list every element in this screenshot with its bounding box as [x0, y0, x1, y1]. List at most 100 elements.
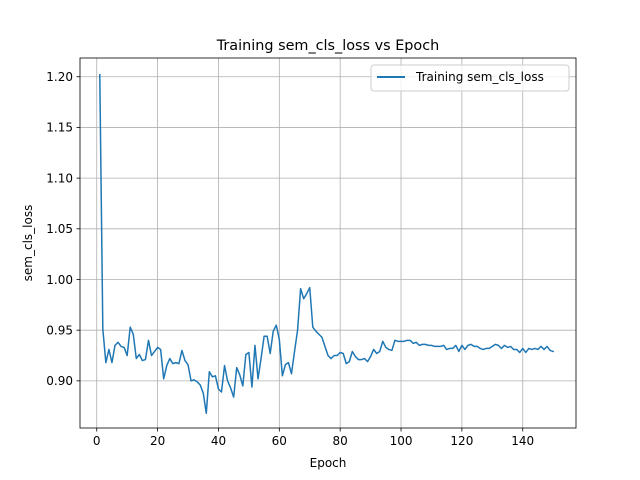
data-point: [315, 331, 316, 332]
data-point: [209, 371, 210, 372]
data-point: [376, 353, 377, 354]
data-point: [522, 348, 523, 349]
data-point: [546, 346, 547, 347]
data-point: [516, 349, 517, 350]
data-point: [373, 349, 374, 350]
data-point: [270, 353, 271, 354]
data-point: [254, 345, 255, 346]
data-point: [361, 359, 362, 360]
y-tick-label: 1.15: [46, 121, 73, 135]
data-point: [385, 347, 386, 348]
legend: Training sem_cls_loss: [370, 64, 570, 92]
data-point: [230, 387, 231, 388]
data-point: [154, 351, 155, 352]
data-point: [242, 385, 243, 386]
data-point: [175, 362, 176, 363]
data-point: [400, 341, 401, 342]
data-point: [212, 376, 213, 377]
data-point: [127, 355, 128, 356]
data-point: [449, 348, 450, 349]
data-point: [264, 336, 265, 337]
x-tick-label: 20: [150, 434, 165, 448]
data-point: [379, 351, 380, 352]
chart-title: Training sem_cls_loss vs Epoch: [216, 38, 440, 54]
series-layer: [99, 73, 555, 415]
data-point: [452, 348, 453, 349]
data-point: [437, 346, 438, 347]
data-point: [139, 354, 140, 355]
data-point: [172, 363, 173, 364]
data-point: [346, 363, 347, 364]
data-point: [483, 349, 484, 350]
data-point: [434, 346, 435, 347]
data-point: [498, 345, 499, 346]
data-point: [510, 346, 511, 347]
data-point: [543, 349, 544, 350]
data-point: [501, 348, 502, 349]
x-tick-label: 120: [450, 434, 473, 448]
data-point: [260, 358, 261, 359]
y-tick-label: 1.00: [46, 273, 73, 287]
data-point: [327, 355, 328, 356]
data-point: [273, 331, 274, 332]
data-point: [203, 392, 204, 393]
data-point: [151, 355, 152, 356]
data-point: [142, 360, 143, 361]
data-point: [428, 345, 429, 346]
data-point: [540, 346, 541, 347]
y-tick-label: 0.90: [46, 374, 73, 388]
data-point: [443, 345, 444, 346]
x-tick-label: 60: [272, 434, 287, 448]
data-point: [114, 345, 115, 346]
data-point: [297, 330, 298, 331]
data-point: [403, 341, 404, 342]
data-point: [184, 360, 185, 361]
data-point: [218, 388, 219, 389]
data-point: [279, 339, 280, 340]
data-point: [464, 349, 465, 350]
y-tick-label: 1.10: [46, 171, 73, 185]
data-point: [473, 346, 474, 347]
data-point: [245, 354, 246, 355]
x-axis-ticks: 0 20 40 60 80 100 120 140: [93, 428, 534, 448]
data-point: [105, 362, 106, 363]
x-tick-label: 40: [211, 434, 226, 448]
x-tick-label: 140: [511, 434, 534, 448]
data-point: [477, 346, 478, 347]
data-point: [525, 352, 526, 353]
data-point: [337, 355, 338, 356]
data-point: [148, 340, 149, 341]
data-point: [145, 359, 146, 360]
data-point: [446, 349, 447, 350]
data-point: [294, 351, 295, 352]
data-point: [394, 340, 395, 341]
y-axis-label: sem_cls_loss: [21, 205, 35, 282]
data-point: [413, 343, 414, 344]
data-point: [534, 348, 535, 349]
data-point: [367, 361, 368, 362]
data-point: [291, 373, 292, 374]
data-point: [257, 378, 258, 379]
axes-frame: [79, 57, 577, 429]
data-point: [215, 375, 216, 376]
data-point: [99, 74, 100, 75]
data-point: [480, 348, 481, 349]
data-point: [108, 349, 109, 350]
data-point: [355, 356, 356, 357]
data-point: [358, 359, 359, 360]
data-point: [318, 334, 319, 335]
x-axis-label: Epoch: [310, 456, 347, 470]
data-point: [163, 378, 164, 379]
data-point: [309, 287, 310, 288]
data-point: [306, 293, 307, 294]
data-point: [553, 351, 554, 352]
data-point: [513, 349, 514, 350]
data-point: [397, 341, 398, 342]
data-point: [504, 345, 505, 346]
data-point: [124, 347, 125, 348]
data-point: [160, 349, 161, 350]
data-point: [425, 344, 426, 345]
plot-area: [80, 58, 576, 428]
data-point: [194, 379, 195, 380]
data-point: [117, 342, 118, 343]
